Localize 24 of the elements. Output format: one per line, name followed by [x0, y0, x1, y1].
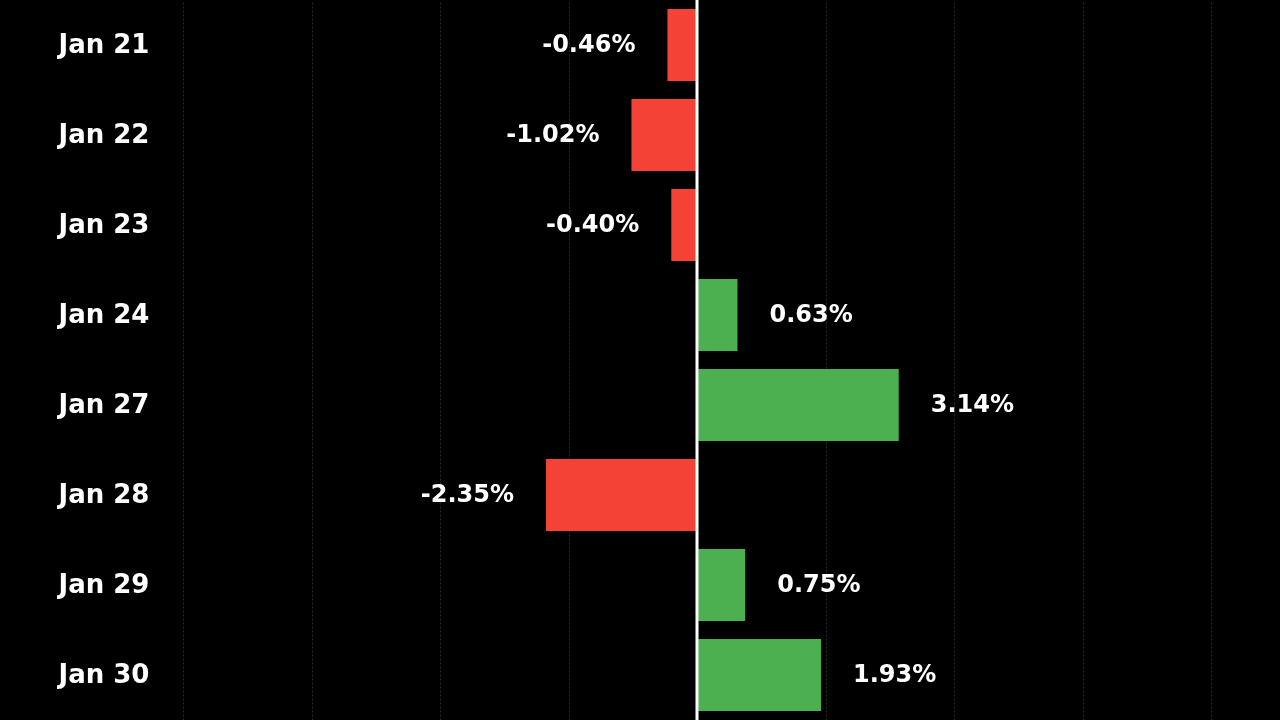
- bar: [697, 549, 746, 621]
- data-label: -2.35%: [420, 480, 515, 508]
- data-label: -0.46%: [542, 30, 636, 58]
- bar: [671, 189, 697, 261]
- y-tick-label: Jan 21: [56, 29, 150, 59]
- y-tick-label: Jan 23: [56, 209, 150, 239]
- y-tick-label: Jan 30: [56, 659, 150, 689]
- bar: [546, 459, 697, 531]
- data-label: -0.40%: [546, 210, 640, 238]
- y-tick-label: Jan 22: [56, 119, 150, 149]
- bar: [667, 9, 697, 81]
- bar: [697, 369, 899, 441]
- data-label: -1.02%: [506, 120, 600, 148]
- data-label: 0.75%: [777, 570, 861, 598]
- y-tick-label: Jan 24: [56, 299, 150, 329]
- y-tick-label: Jan 27: [56, 389, 150, 419]
- bar: [697, 279, 738, 351]
- y-tick-label: Jan 28: [56, 479, 150, 509]
- data-label: 3.14%: [930, 390, 1015, 418]
- y-tick-label: Jan 29: [56, 569, 150, 599]
- data-label: 0.63%: [769, 300, 853, 328]
- bar: [697, 639, 821, 711]
- bar: [631, 99, 697, 171]
- data-label: 1.93%: [853, 660, 937, 688]
